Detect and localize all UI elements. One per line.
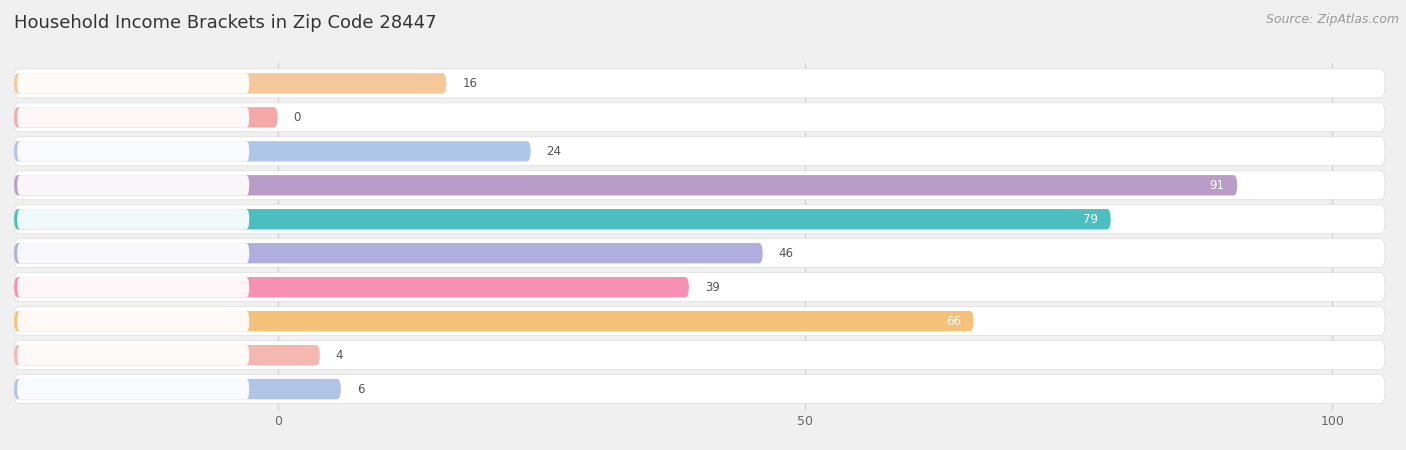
FancyBboxPatch shape: [17, 141, 249, 162]
FancyBboxPatch shape: [14, 277, 689, 297]
FancyBboxPatch shape: [14, 307, 1385, 336]
Text: 16: 16: [463, 77, 477, 90]
Text: 46: 46: [779, 247, 793, 260]
FancyBboxPatch shape: [14, 311, 974, 331]
FancyBboxPatch shape: [17, 379, 249, 399]
Text: 24: 24: [547, 145, 561, 158]
FancyBboxPatch shape: [17, 107, 249, 127]
FancyBboxPatch shape: [17, 73, 249, 94]
FancyBboxPatch shape: [14, 239, 1385, 268]
FancyBboxPatch shape: [17, 311, 249, 331]
FancyBboxPatch shape: [17, 345, 249, 365]
FancyBboxPatch shape: [17, 277, 249, 297]
FancyBboxPatch shape: [17, 243, 249, 263]
FancyBboxPatch shape: [14, 141, 531, 162]
FancyBboxPatch shape: [14, 273, 1385, 302]
FancyBboxPatch shape: [14, 345, 321, 365]
FancyBboxPatch shape: [14, 103, 1385, 132]
Text: 0: 0: [294, 111, 301, 124]
FancyBboxPatch shape: [14, 243, 763, 263]
Text: 66: 66: [946, 315, 962, 328]
Text: Household Income Brackets in Zip Code 28447: Household Income Brackets in Zip Code 28…: [14, 14, 437, 32]
FancyBboxPatch shape: [14, 107, 278, 127]
Text: 4: 4: [336, 349, 343, 362]
FancyBboxPatch shape: [14, 175, 1237, 195]
FancyBboxPatch shape: [14, 69, 1385, 98]
FancyBboxPatch shape: [14, 171, 1385, 200]
Text: 79: 79: [1083, 213, 1098, 226]
FancyBboxPatch shape: [14, 375, 1385, 404]
FancyBboxPatch shape: [14, 205, 1385, 234]
FancyBboxPatch shape: [17, 209, 249, 230]
FancyBboxPatch shape: [14, 73, 447, 94]
FancyBboxPatch shape: [14, 209, 1111, 230]
FancyBboxPatch shape: [14, 341, 1385, 369]
Text: Source: ZipAtlas.com: Source: ZipAtlas.com: [1265, 14, 1399, 27]
FancyBboxPatch shape: [14, 137, 1385, 166]
Text: 6: 6: [357, 382, 364, 396]
Text: 91: 91: [1209, 179, 1225, 192]
Text: 39: 39: [704, 281, 720, 294]
FancyBboxPatch shape: [17, 175, 249, 195]
FancyBboxPatch shape: [14, 379, 342, 399]
